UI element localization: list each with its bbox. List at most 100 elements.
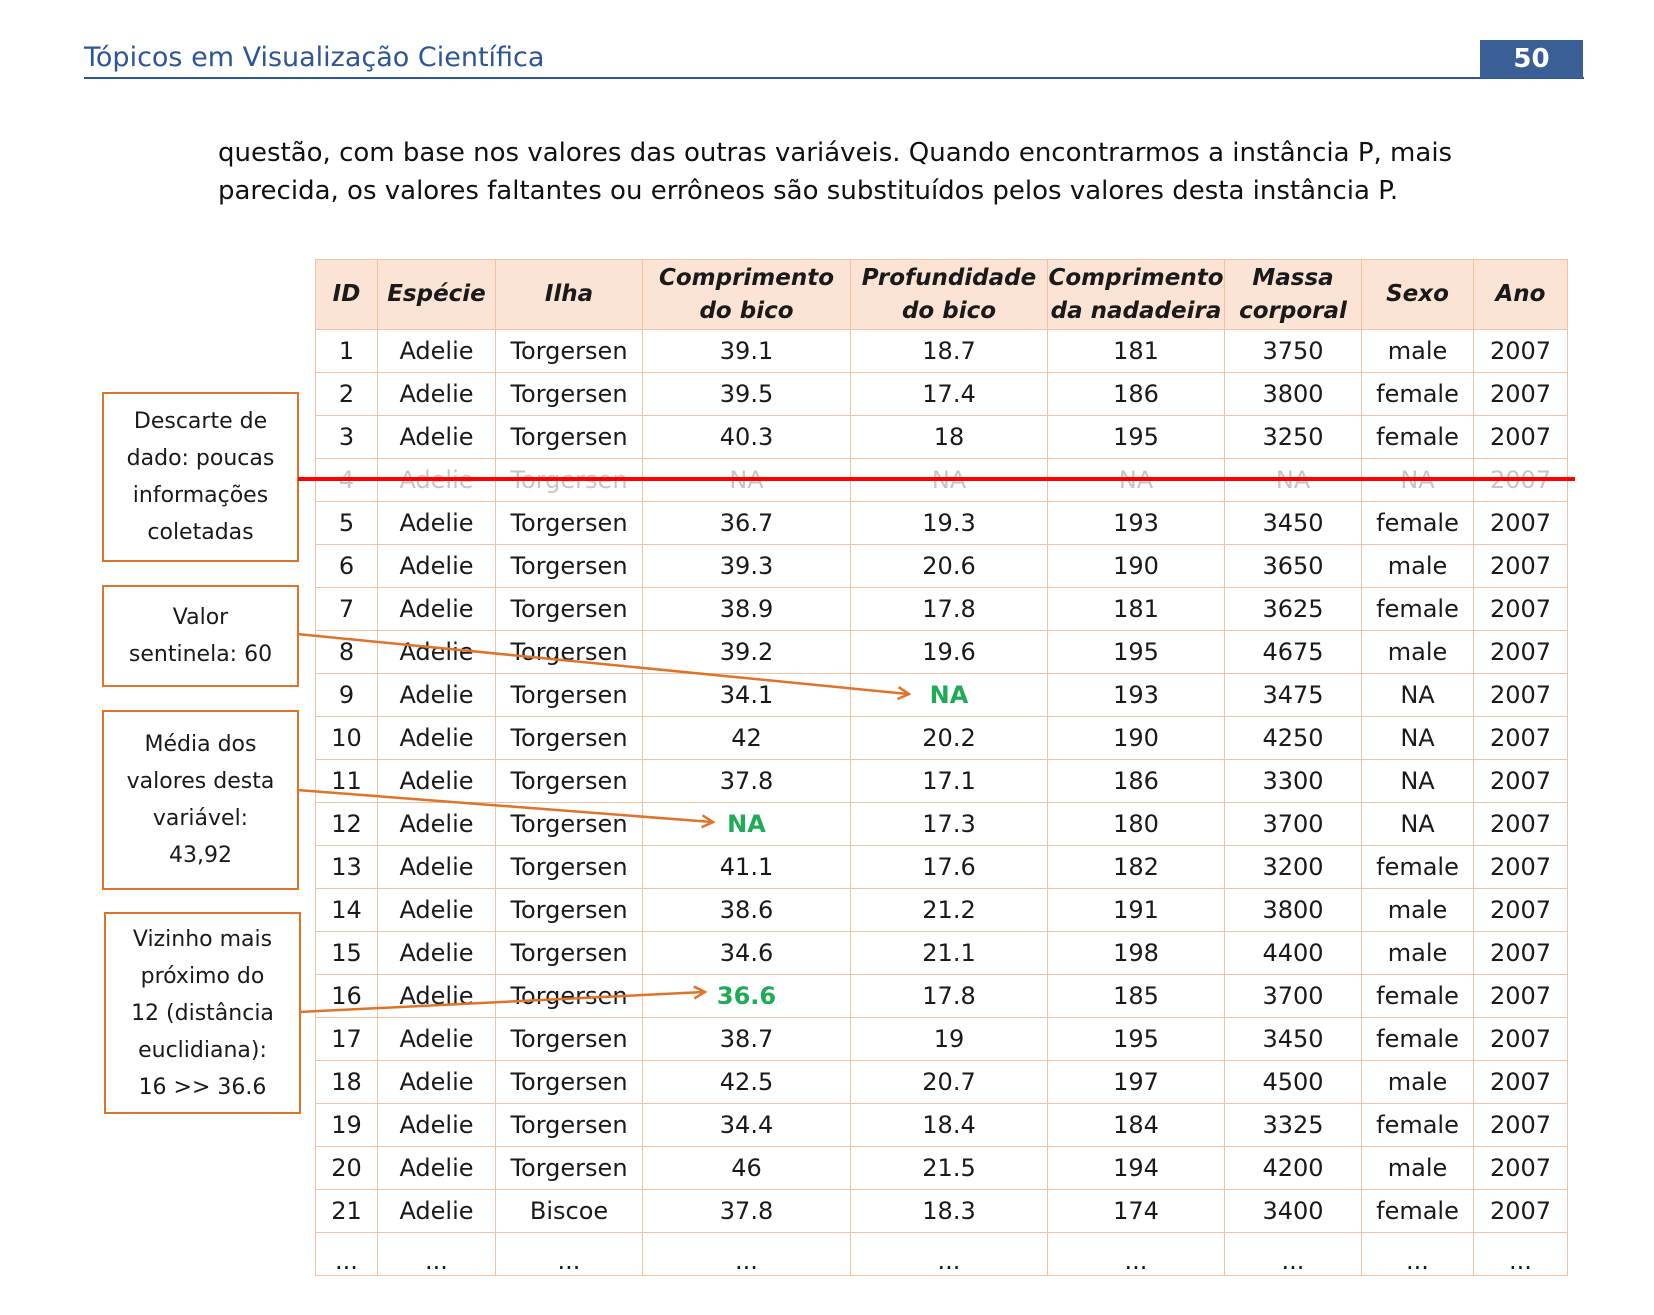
cell-ilha: Torgersen — [495, 544, 643, 588]
cell-massa-corporal: 3475 — [1224, 673, 1362, 717]
cell-especie: Adelie — [377, 1146, 496, 1190]
cell-massa-corporal: 3450 — [1224, 501, 1362, 545]
cell-ilha: Torgersen — [495, 1146, 643, 1190]
cell-comprimento-bico: NA — [642, 458, 851, 502]
callout-sentinel: Valor sentinela: 60 — [102, 585, 299, 687]
cell-ano: 2007 — [1473, 458, 1568, 502]
cell-id: 6 — [315, 544, 378, 588]
cell-ano: 2007 — [1473, 1103, 1568, 1147]
cell-ano: 2007 — [1473, 544, 1568, 588]
cell-sexo: female — [1361, 845, 1474, 889]
cell-comprimento-bico: 34.1 — [642, 673, 851, 717]
cell-sexo: male — [1361, 1146, 1474, 1190]
cell-massa-corporal: 3700 — [1224, 974, 1362, 1018]
cell-ilha: Torgersen — [495, 759, 643, 803]
cell-profundidade-bico: 20.7 — [850, 1060, 1048, 1104]
cell-profundidade-bico: 18.3 — [850, 1189, 1048, 1233]
table-row: 19 Adelie Torgersen 34.4 18.4 184 3325 female 20… — [315, 1103, 1568, 1147]
cell-comprimento-nadadeira: 193 — [1047, 501, 1225, 545]
cell-profundidade-bico: 17.8 — [850, 587, 1048, 631]
cell-massa-corporal: 3450 — [1224, 1017, 1362, 1061]
callout-discard-text: Descarte de dado: poucas informações col… — [126, 409, 275, 545]
cell-massa-corporal: 3200 — [1224, 845, 1362, 889]
cell-sexo: female — [1361, 1189, 1474, 1233]
cell-comprimento-nadadeira: 181 — [1047, 329, 1225, 373]
table-row: 18 Adelie Torgersen 42.5 20.7 197 4500 male 2007 — [315, 1060, 1568, 1104]
cell-id: 16 — [315, 974, 378, 1018]
table-row: 6 Adelie Torgersen 39.3 20.6 190 3650 male 2007 — [315, 544, 1568, 588]
cell-comprimento-nadadeira: 191 — [1047, 888, 1225, 932]
table-row: 3 Adelie Torgersen 40.3 18 195 3250 female 2007 — [315, 415, 1568, 459]
cell-comprimento-bico: 46 — [642, 1146, 851, 1190]
cell-comprimento-bico: NA — [642, 802, 851, 846]
cell-comprimento-bico: 40.3 — [642, 415, 851, 459]
cell-ano: 2007 — [1473, 1189, 1568, 1233]
cell-profundidade-bico: 17.1 — [850, 759, 1048, 803]
cell-especie: Adelie — [377, 329, 496, 373]
table-row: 1 Adelie Torgersen 39.1 18.7 181 3750 male 2007 — [315, 329, 1568, 373]
cell-comprimento-bico: 36.6 — [642, 974, 851, 1018]
cell-profundidade-bico: 19.6 — [850, 630, 1048, 674]
cell-comprimento-nadadeira: ... — [1047, 1232, 1225, 1276]
cell-especie: Adelie — [377, 587, 496, 631]
table-row-discarded: 4 Adelie Torgersen NA NA NA NA NA 2007 — [315, 458, 1568, 502]
cell-ilha: Torgersen — [495, 501, 643, 545]
cell-id: 2 — [315, 372, 378, 416]
col-header-especie: Espécie — [377, 259, 496, 330]
cell-especie: Adelie — [377, 931, 496, 975]
cell-id: 4 — [315, 458, 378, 502]
cell-sexo: female — [1361, 1017, 1474, 1061]
cell-ilha: Biscoe — [495, 1189, 643, 1233]
callout-neighbor-text: Vizinho mais próximo do 12 (distância eu… — [131, 926, 274, 1100]
cell-ano: 2007 — [1473, 372, 1568, 416]
table-row: 14 Adelie Torgersen 38.6 21.2 191 3800 male 2007 — [315, 888, 1568, 932]
cell-sexo: female — [1361, 587, 1474, 631]
cell-especie: Adelie — [377, 1103, 496, 1147]
cell-sexo: female — [1361, 415, 1474, 459]
cell-especie: Adelie — [377, 673, 496, 717]
cell-ano: 2007 — [1473, 501, 1568, 545]
cell-massa-corporal: 4500 — [1224, 1060, 1362, 1104]
cell-ano: 2007 — [1473, 931, 1568, 975]
cell-especie: Adelie — [377, 716, 496, 760]
page-number: 50 — [1480, 40, 1583, 78]
cell-massa-corporal: ... — [1224, 1232, 1362, 1276]
cell-id: ... — [315, 1232, 378, 1276]
cell-id: 21 — [315, 1189, 378, 1233]
cell-comprimento-bico: 38.7 — [642, 1017, 851, 1061]
callout-neighbor: Vizinho mais próximo do 12 (distância eu… — [104, 912, 301, 1114]
cell-comprimento-bico: 37.8 — [642, 759, 851, 803]
cell-id: 13 — [315, 845, 378, 889]
cell-ano: 2007 — [1473, 673, 1568, 717]
cell-profundidade-bico: 17.6 — [850, 845, 1048, 889]
cell-ano: 2007 — [1473, 974, 1568, 1018]
cell-sexo: female — [1361, 501, 1474, 545]
cell-id: 11 — [315, 759, 378, 803]
callout-mean-text: Média dos valores desta variável: 43,92 — [126, 732, 275, 868]
cell-massa-corporal: 3700 — [1224, 802, 1362, 846]
cell-especie: Adelie — [377, 630, 496, 674]
cell-sexo: female — [1361, 372, 1474, 416]
col-header-id: ID — [315, 259, 378, 330]
cell-sexo: male — [1361, 1060, 1474, 1104]
cell-comprimento-nadadeira: 180 — [1047, 802, 1225, 846]
cell-comprimento-bico: 39.3 — [642, 544, 851, 588]
cell-comprimento-nadadeira: 184 — [1047, 1103, 1225, 1147]
cell-sexo: male — [1361, 544, 1474, 588]
cell-ilha: Torgersen — [495, 673, 643, 717]
cell-sexo: male — [1361, 888, 1474, 932]
cell-id: 5 — [315, 501, 378, 545]
cell-comprimento-nadadeira: 190 — [1047, 716, 1225, 760]
running-header-title: Tópicos em Visualização Científica — [84, 42, 545, 73]
cell-ano: 2007 — [1473, 1146, 1568, 1190]
cell-comprimento-bico: 41.1 — [642, 845, 851, 889]
cell-profundidade-bico: NA — [850, 458, 1048, 502]
cell-ano: 2007 — [1473, 587, 1568, 631]
cell-comprimento-nadadeira: 181 — [1047, 587, 1225, 631]
cell-ilha: Torgersen — [495, 931, 643, 975]
cell-profundidade-bico: NA — [850, 673, 1048, 717]
table-row: 12 Adelie Torgersen NA 17.3 180 3700 NA 2007 — [315, 802, 1568, 846]
cell-ilha: Torgersen — [495, 1017, 643, 1061]
cell-especie: Adelie — [377, 544, 496, 588]
cell-sexo: female — [1361, 974, 1474, 1018]
